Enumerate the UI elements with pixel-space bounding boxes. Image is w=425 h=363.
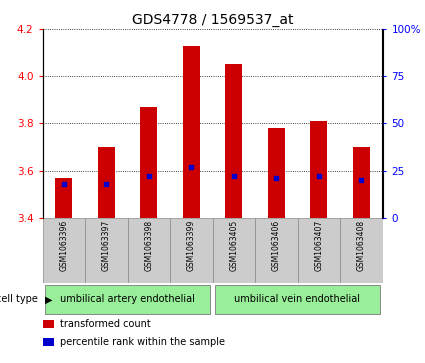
Bar — [45, 285, 210, 314]
Point — [60, 181, 67, 187]
Text: umbilical artery endothelial: umbilical artery endothelial — [60, 294, 195, 305]
Text: percentile rank within the sample: percentile rank within the sample — [60, 337, 224, 347]
Bar — [298, 218, 340, 283]
Text: GSM1063408: GSM1063408 — [357, 220, 366, 271]
Bar — [268, 128, 285, 218]
Bar — [225, 65, 242, 218]
Bar — [42, 218, 85, 283]
Point — [230, 174, 237, 179]
Point — [103, 181, 110, 187]
Bar — [140, 107, 157, 218]
Text: cell type: cell type — [0, 294, 38, 305]
Text: GSM1063398: GSM1063398 — [144, 220, 153, 271]
Bar — [128, 218, 170, 283]
Point — [188, 164, 195, 170]
Bar — [42, 338, 54, 346]
Text: ▶: ▶ — [45, 294, 52, 305]
Text: GSM1063407: GSM1063407 — [314, 220, 323, 271]
Text: GSM1063397: GSM1063397 — [102, 220, 111, 271]
Text: GSM1063405: GSM1063405 — [229, 220, 238, 271]
Bar — [215, 285, 380, 314]
Bar — [55, 178, 72, 218]
Bar — [85, 218, 128, 283]
Bar — [212, 218, 255, 283]
Text: GSM1063399: GSM1063399 — [187, 220, 196, 271]
Bar — [310, 121, 327, 218]
Text: umbilical vein endothelial: umbilical vein endothelial — [235, 294, 360, 305]
Title: GDS4778 / 1569537_at: GDS4778 / 1569537_at — [132, 13, 293, 26]
Bar — [353, 147, 370, 218]
Bar — [340, 218, 382, 283]
Text: GSM1063406: GSM1063406 — [272, 220, 281, 271]
Text: transformed count: transformed count — [60, 319, 150, 329]
Bar — [98, 147, 115, 218]
Bar — [170, 218, 212, 283]
Bar — [255, 218, 298, 283]
Point — [315, 174, 322, 179]
Point — [273, 175, 280, 181]
Bar — [42, 320, 54, 328]
Bar — [183, 46, 200, 218]
Point — [145, 174, 152, 179]
Text: GSM1063396: GSM1063396 — [59, 220, 68, 271]
Point — [358, 177, 365, 183]
